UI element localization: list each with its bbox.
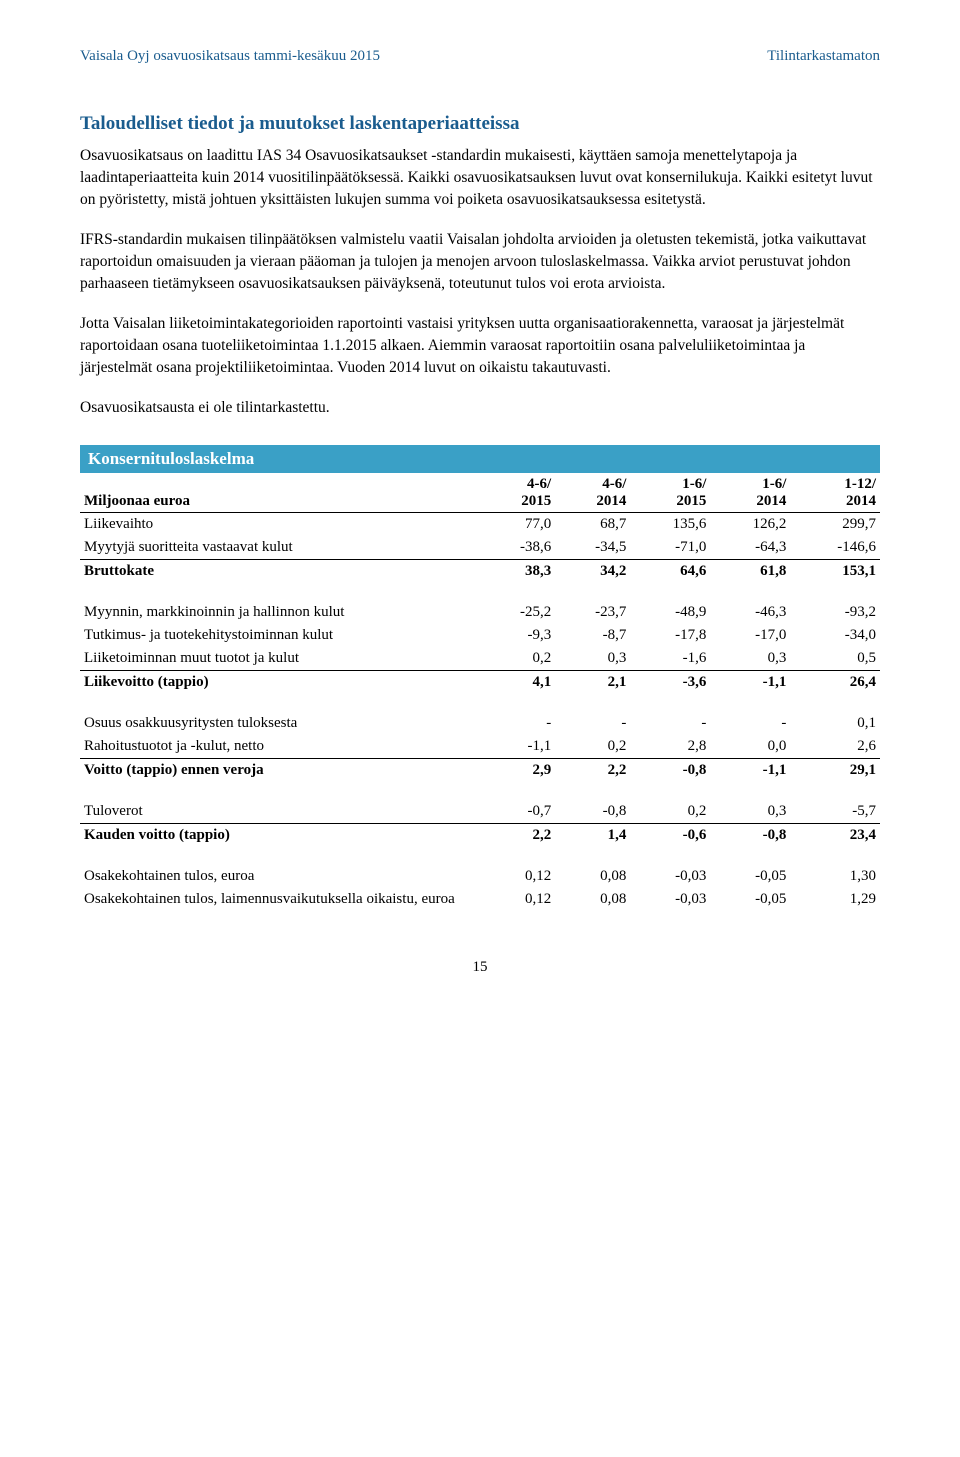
table-section-header: Konsernituloslaskelma: [80, 445, 880, 473]
header-left: Vaisala Oyj osavuosikatsaus tammi-kesäku…: [80, 48, 380, 65]
col-1: 4-6/2015: [480, 473, 555, 513]
col-4: 1-6/2014: [710, 473, 790, 513]
table-row: Tutkimus- ja tuotekehitystoiminnan kulut…: [80, 624, 880, 647]
paragraph-3: Jotta Vaisalan liiketoimintakategorioide…: [80, 313, 880, 379]
paragraph-2: IFRS-standardin mukaisen tilinpäätöksen …: [80, 229, 880, 295]
table-row: Osuus osakkuusyritysten tuloksesta - - -…: [80, 712, 880, 735]
col-5: 1-12/2014: [790, 473, 880, 513]
income-statement-table: Miljoonaa euroa 4-6/2015 4-6/2014 1-6/20…: [80, 473, 880, 911]
header-right: Tilintarkastamaton: [767, 48, 880, 65]
table-spacer: [80, 583, 880, 601]
page-number: 15: [80, 959, 880, 976]
table-row: Liiketoiminnan muut tuotot ja kulut 0,2 …: [80, 647, 880, 671]
table-row: Liikevaihto 77,0 68,7 135,6 126,2 299,7: [80, 513, 880, 537]
col-label: Miljoonaa euroa: [80, 473, 480, 513]
table-row-liikevoitto: Liikevoitto (tappio) 4,1 2,1 -3,6 -1,1 2…: [80, 671, 880, 695]
col-2: 4-6/2014: [555, 473, 630, 513]
table-row: Rahoitustuotot ja -kulut, netto -1,1 0,2…: [80, 735, 880, 759]
table-row-voitto-ennen-veroja: Voitto (tappio) ennen veroja 2,9 2,2 -0,…: [80, 759, 880, 783]
page-header: Vaisala Oyj osavuosikatsaus tammi-kesäku…: [80, 48, 880, 65]
table-spacer: [80, 847, 880, 865]
table-row: Tuloverot -0,7 -0,8 0,2 0,3 -5,7: [80, 800, 880, 824]
col-3: 1-6/2015: [630, 473, 710, 513]
page-title: Taloudelliset tiedot ja muutokset lasken…: [80, 113, 880, 135]
table-spacer: [80, 782, 880, 800]
paragraph-4: Osavuosikatsausta ei ole tilintarkastett…: [80, 397, 880, 419]
table-row: Myytyjä suoritteita vastaavat kulut -38,…: [80, 536, 880, 560]
table-row-bruttokate: Bruttokate 38,3 34,2 64,6 61,8 153,1: [80, 560, 880, 584]
table-row: Myynnin, markkinoinnin ja hallinnon kulu…: [80, 601, 880, 624]
table-row-kauden-voitto: Kauden voitto (tappio) 2,2 1,4 -0,6 -0,8…: [80, 824, 880, 848]
table-row: Osakekohtainen tulos, laimennusvaikutuks…: [80, 888, 880, 911]
table-spacer: [80, 694, 880, 712]
paragraph-1: Osavuosikatsaus on laadittu IAS 34 Osavu…: [80, 145, 880, 211]
table-row: Osakekohtainen tulos, euroa 0,12 0,08 -0…: [80, 865, 880, 888]
